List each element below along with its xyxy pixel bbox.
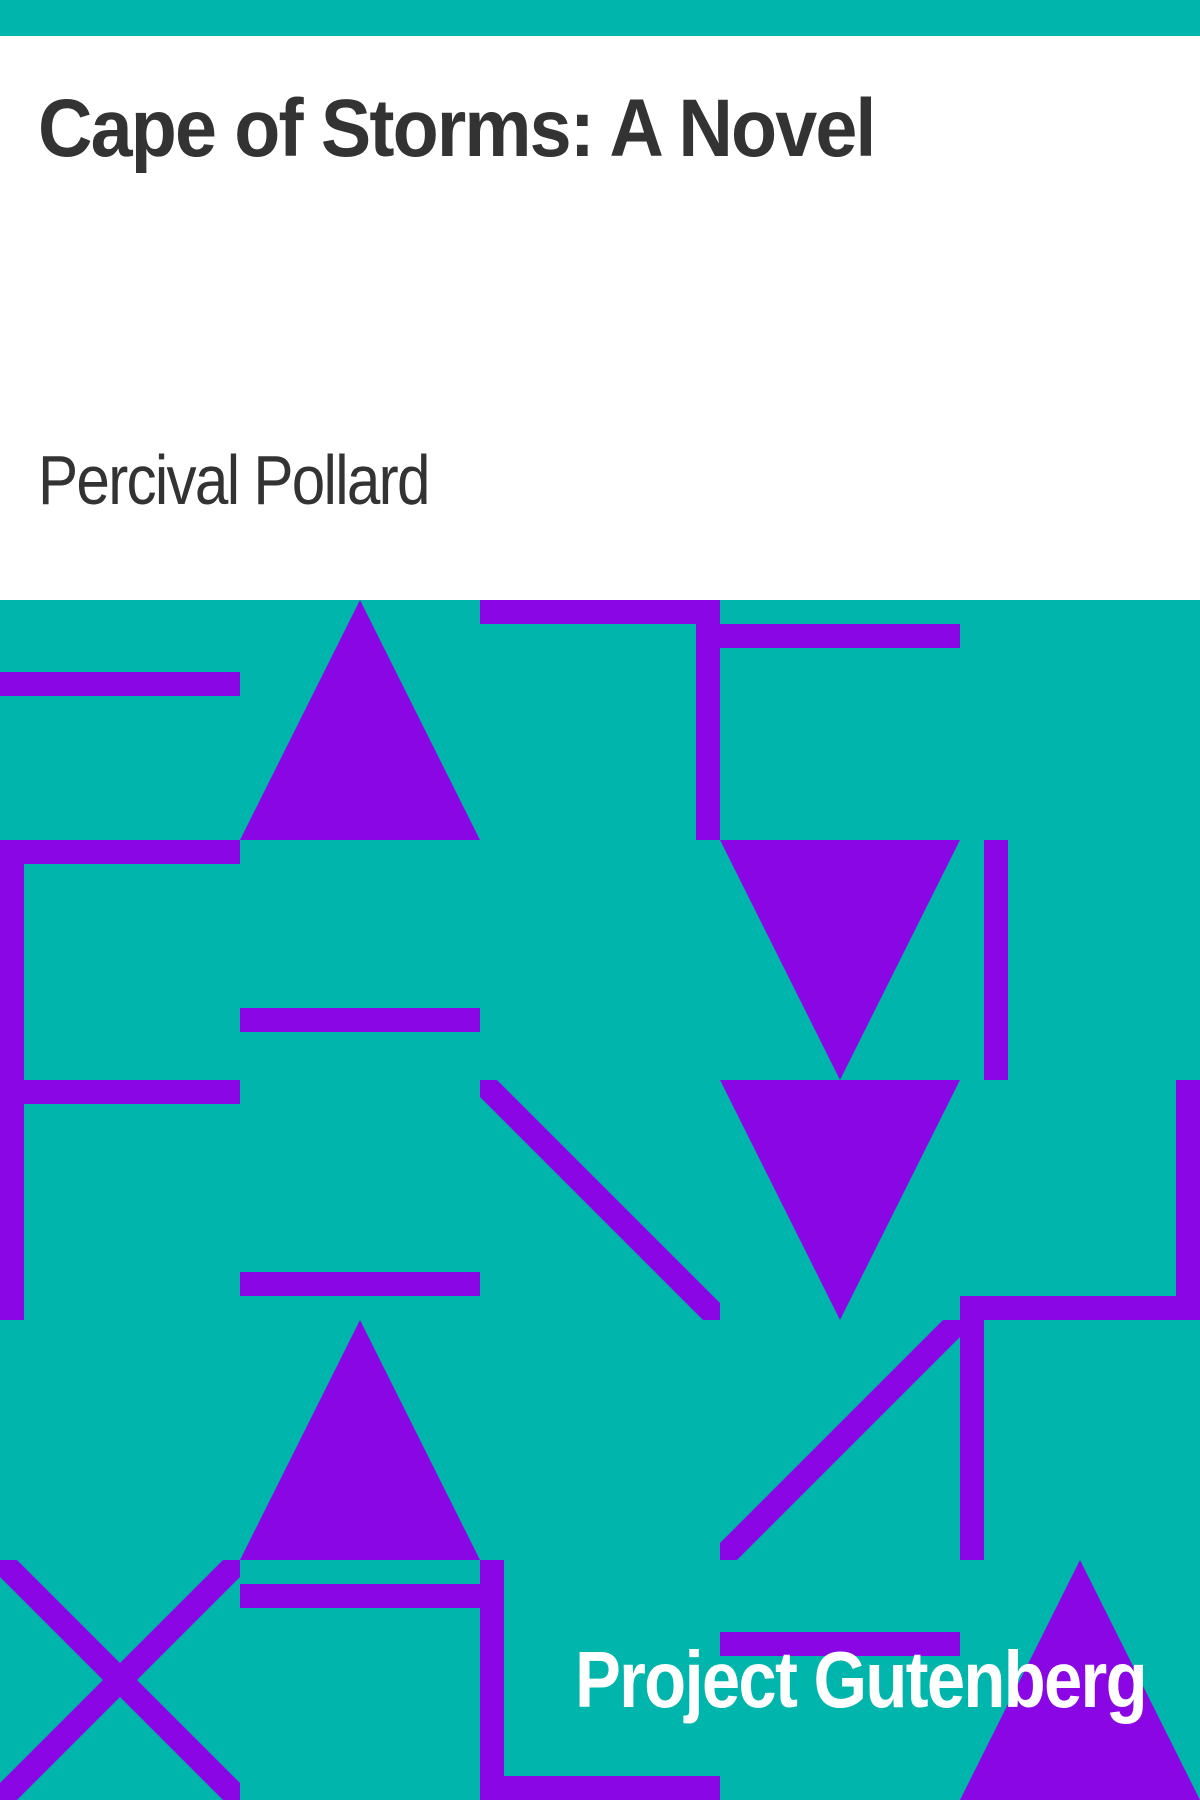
cover-header: Cape of Storms: A Novel Percival Pollard (0, 36, 1200, 600)
pattern-bar (984, 840, 1008, 1080)
book-author: Percival Pollard (38, 441, 430, 519)
pattern-bar (240, 1584, 480, 1608)
geometric-pattern (0, 600, 1200, 1800)
pattern-diagonal (480, 1080, 720, 1320)
pattern-bar (960, 1296, 984, 1560)
pattern-bar (0, 672, 240, 696)
pattern-bar (480, 600, 720, 624)
publisher-name: Project Gutenberg (575, 1635, 1148, 1724)
pattern-bar (960, 1296, 1200, 1320)
pattern-bar (1176, 1080, 1200, 1320)
pattern-bar (696, 600, 720, 840)
pattern-bar (0, 840, 240, 864)
pattern-bar (480, 1560, 504, 1800)
pattern-triangle-down (720, 840, 960, 1080)
top-color-band (0, 0, 1200, 36)
pattern-triangle-up (240, 1320, 480, 1560)
pattern-bar (720, 624, 960, 648)
pattern-bar (480, 1776, 720, 1800)
pattern-diagonal (720, 1320, 960, 1560)
book-title: Cape of Storms: A Novel (38, 83, 876, 174)
pattern-triangle-up (960, 1560, 1200, 1800)
pattern-bar (240, 1272, 480, 1296)
pattern-bar (0, 1080, 240, 1104)
pattern-bar (240, 1008, 480, 1032)
pattern-bar (720, 1632, 960, 1656)
pattern-triangle-up (240, 600, 480, 840)
pattern-cross (0, 1560, 240, 1800)
pattern-triangle-down (720, 1080, 960, 1320)
